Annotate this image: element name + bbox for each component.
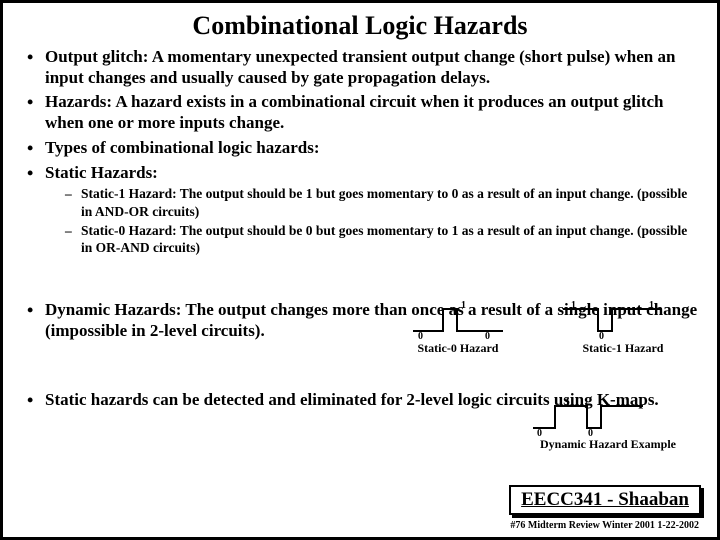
bullet-kmaps: Static hazards can be detected and elimi… xyxy=(21,390,699,411)
dynamic-caption: Dynamic Hazard Example xyxy=(528,437,688,452)
sub-static0: Static-0 Hazard: The output should be 0 … xyxy=(65,222,699,257)
bullet-list-3: Static hazards can be detected and elimi… xyxy=(21,390,699,411)
bullet-static: Static Hazards: Static-1 Hazard: The out… xyxy=(21,163,699,257)
course-box: EECC341 - Shaaban xyxy=(509,485,701,515)
bullet-types: Types of combinational logic hazards: xyxy=(21,138,699,159)
bullet-dynamic: Dynamic Hazards: The output changes more… xyxy=(21,300,699,341)
page-title: Combinational Logic Hazards xyxy=(21,11,699,41)
slide: Combinational Logic Hazards Output glitc… xyxy=(0,0,720,540)
sub-static1: Static-1 Hazard: The output should be 1 … xyxy=(65,185,699,220)
dynamic-lo-label2: 0 xyxy=(588,428,593,436)
bullet-list: Output glitch: A momentary unexpected tr… xyxy=(21,47,699,256)
bullet-hazards: Hazards: A hazard exists in a combinatio… xyxy=(21,92,699,133)
static0-caption: Static-0 Hazard xyxy=(408,341,508,356)
bullet-list-2: Dynamic Hazards: The output changes more… xyxy=(21,300,699,341)
static1-caption: Static-1 Hazard xyxy=(573,341,673,356)
bullet-static-label: Static Hazards: xyxy=(45,163,158,182)
footer-text: #76 Midterm Review Winter 2001 1-22-2002 xyxy=(510,520,699,531)
dynamic-lo-label: 0 xyxy=(537,428,542,436)
bullet-output-glitch: Output glitch: A momentary unexpected tr… xyxy=(21,47,699,88)
sub-list: Static-1 Hazard: The output should be 1 … xyxy=(45,185,699,256)
